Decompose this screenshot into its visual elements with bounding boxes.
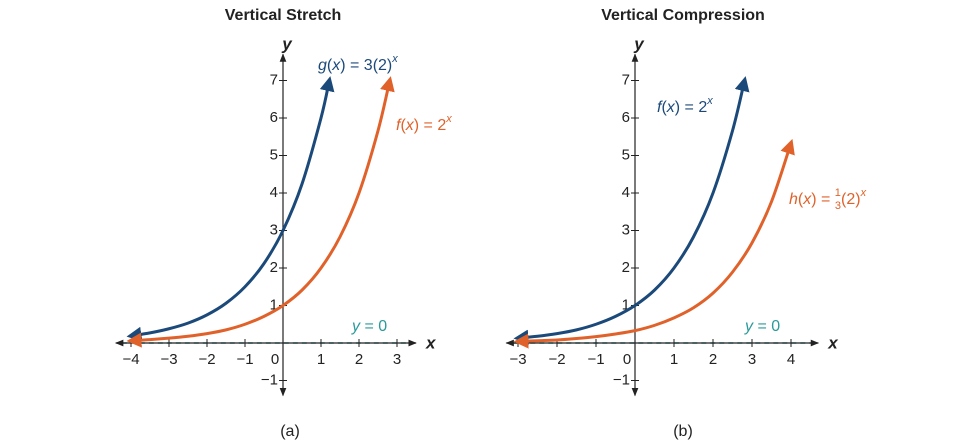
x-axis-label: x xyxy=(827,333,839,352)
y-tick-label: 5 xyxy=(622,146,630,163)
x-tick-label: −1 xyxy=(587,351,604,368)
x-tick-label: 4 xyxy=(787,351,795,368)
label-part: 3 xyxy=(835,200,841,212)
y-tick-label: 2 xyxy=(270,259,278,276)
label-part: ) = 3(2) xyxy=(340,57,392,74)
y-tick-label: 7 xyxy=(622,71,630,88)
label-part: x xyxy=(802,191,812,208)
curve xyxy=(513,76,750,345)
x-tick-label: −1 xyxy=(236,351,253,368)
label-part: 1 xyxy=(835,187,841,199)
label-part: ) = 2 xyxy=(675,99,708,116)
label-part: ( xyxy=(400,117,406,134)
y-tick-label: −1 xyxy=(613,371,630,388)
y-tick-label: 4 xyxy=(270,184,278,201)
y-tick-label: 3 xyxy=(270,221,278,238)
label-part: = 0 xyxy=(360,318,387,335)
label-part: ) = 2 xyxy=(414,117,447,134)
x-tick-label: 2 xyxy=(709,351,717,368)
curve xyxy=(126,76,395,348)
x-tick-label: 0 xyxy=(271,351,279,368)
chart-title: Vertical Compression xyxy=(601,7,765,24)
label-part: f xyxy=(396,117,402,134)
curve-label: y = 0 xyxy=(744,318,780,335)
x-tick-label: −2 xyxy=(198,351,215,368)
label-part: ( xyxy=(798,191,804,208)
label-part: x xyxy=(666,99,676,116)
y-tick-label: 2 xyxy=(622,259,630,276)
label-part: x xyxy=(706,95,713,107)
label-part: ( xyxy=(327,57,333,74)
curve-label: f(x) = 2x xyxy=(396,113,452,134)
curve-label: y = 0 xyxy=(351,318,387,335)
x-tick-label: 3 xyxy=(393,351,401,368)
label-part: x xyxy=(860,187,867,199)
x-tick-label: 2 xyxy=(355,351,363,368)
label-part: ( xyxy=(661,99,667,116)
label-part: h xyxy=(789,191,798,208)
x-tick-label: −3 xyxy=(509,351,526,368)
y-tick-label: 3 xyxy=(622,221,630,238)
x-tick-label: −4 xyxy=(122,351,139,368)
y-tick-label: 6 xyxy=(270,109,278,126)
label-part: f xyxy=(657,99,663,116)
y-axis-label: y xyxy=(633,35,645,54)
curve-label: h(x) = 1 3(2)x xyxy=(789,187,867,212)
label-part: x xyxy=(331,57,341,74)
label-part: ) = xyxy=(811,191,835,208)
caption: (b) xyxy=(673,423,693,440)
label-part: = 0 xyxy=(753,318,780,335)
y-tick-label: 5 xyxy=(270,146,278,163)
x-tick-label: 1 xyxy=(670,351,678,368)
curve-label: f(x) = 2x xyxy=(657,95,713,116)
x-tick-label: −2 xyxy=(548,351,565,368)
label-part: g xyxy=(318,57,327,74)
curve-label: g(x) = 3(2)x xyxy=(318,53,398,74)
x-tick-label: 3 xyxy=(748,351,756,368)
y-tick-label: 4 xyxy=(622,184,630,201)
label-part: x xyxy=(405,117,415,134)
x-tick-label: −3 xyxy=(160,351,177,368)
x-tick-label: 1 xyxy=(317,351,325,368)
label-part: x xyxy=(391,53,398,65)
y-axis-label: y xyxy=(281,35,293,54)
y-tick-label: 7 xyxy=(270,71,278,88)
y-tick-label: 6 xyxy=(622,109,630,126)
y-tick-label: −1 xyxy=(261,371,278,388)
label-part: x xyxy=(445,113,452,125)
x-axis-label: x xyxy=(425,333,437,352)
caption: (a) xyxy=(280,423,300,440)
label-part: (2) xyxy=(841,191,861,208)
chart-title: Vertical Stretch xyxy=(225,7,342,24)
curve xyxy=(126,76,335,342)
curve xyxy=(513,138,795,349)
x-tick-label: 0 xyxy=(623,351,631,368)
